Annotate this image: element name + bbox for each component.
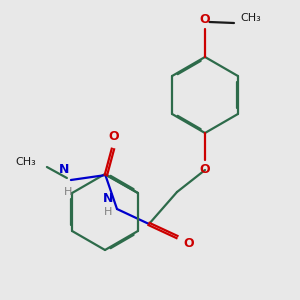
Text: O: O (109, 130, 119, 143)
Text: N: N (58, 163, 69, 176)
Text: O: O (183, 236, 194, 250)
Text: CH₃: CH₃ (15, 157, 36, 167)
Text: N: N (103, 192, 113, 205)
Text: O: O (200, 13, 210, 26)
Text: O: O (200, 163, 210, 176)
Text: H: H (104, 207, 112, 217)
Text: H: H (64, 187, 72, 197)
Text: CH₃: CH₃ (240, 13, 261, 23)
